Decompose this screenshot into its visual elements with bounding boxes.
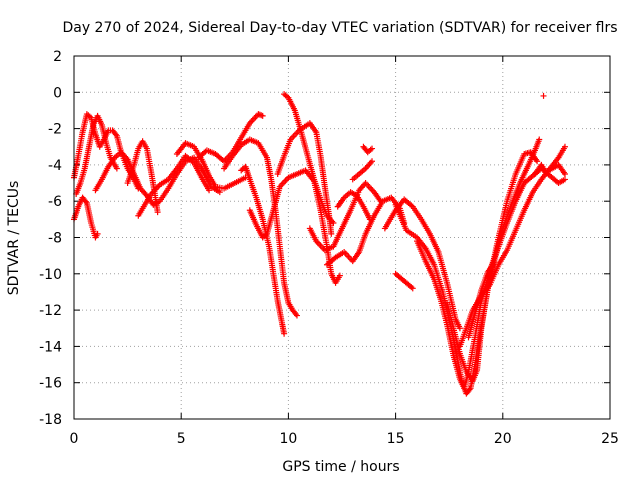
series-track-5 [124,138,161,216]
data-point [154,209,161,216]
data-point [369,145,376,152]
x-tick-label: 15 [387,431,405,447]
series-track-6 [135,152,213,219]
data-point [258,112,265,119]
data-marks [71,91,568,397]
data-point [112,131,119,138]
y-tick-label: -2 [48,122,62,138]
series-track-3 [73,112,120,197]
x-tick-label: 0 [70,431,79,447]
x-tick-label: 20 [494,431,512,447]
y-tick-label: -18 [39,412,62,428]
data-point [336,272,343,279]
series-track-26 [531,161,568,177]
data-point [330,219,337,226]
data-point [561,176,568,183]
data-point [94,230,101,237]
data-point [409,285,416,292]
series-track-27 [540,92,547,99]
series-track-19 [381,196,463,332]
series-track-9 [221,136,300,319]
data-point [561,170,568,177]
y-tick-label: -12 [39,303,62,319]
data-point [281,330,288,337]
series-track-16 [334,189,373,223]
data-point [206,187,213,194]
y-tick-label: -8 [48,231,62,247]
data-point [366,216,373,223]
y-axis-label: SDTVAR / TECUs [6,181,22,296]
data-point [491,259,498,266]
chart-title: Day 270 of 2024, Sidereal Day-to-day VTE… [62,20,617,36]
data-point [293,312,300,319]
x-tick-label: 5 [177,431,186,447]
y-tick-label: -4 [48,158,62,174]
y-axis-ticks: -18 -16 -14 -12 -10 -8 -6 -4 -2 0 2 [39,49,610,428]
plot-frame [73,55,611,420]
data-point [113,165,120,172]
y-tick-label: -16 [39,376,62,392]
data-point [292,311,299,318]
series-track-21 [392,270,416,292]
data-point [369,158,376,165]
y-tick-label: 2 [53,49,62,65]
data-point [540,92,547,99]
y-tick-label: -14 [39,339,62,355]
data-point [328,230,335,237]
series-track-13 [281,91,337,226]
data-point [536,136,543,143]
series-track-17 [349,158,376,183]
x-axis-label: GPS time / hours [282,459,399,475]
series-track-11 [246,167,343,286]
series-track-18 [360,143,376,156]
data-point [534,158,541,165]
series-track-7 [173,140,249,192]
series-track-14 [306,180,384,254]
data-point [82,198,89,205]
series-track-10 [238,163,288,337]
x-tick-label: 25 [601,431,619,447]
data-point [259,112,266,119]
series-track-8 [195,111,266,165]
data-point [456,325,463,332]
y-tick-label: -10 [39,267,62,283]
grid-lines [74,56,610,419]
y-tick-label: 0 [53,85,62,101]
y-tick-label: -6 [48,194,62,210]
data-point [561,143,568,150]
data-point [466,386,473,393]
x-tick-label: 10 [279,431,297,447]
series-track-25 [465,259,498,341]
